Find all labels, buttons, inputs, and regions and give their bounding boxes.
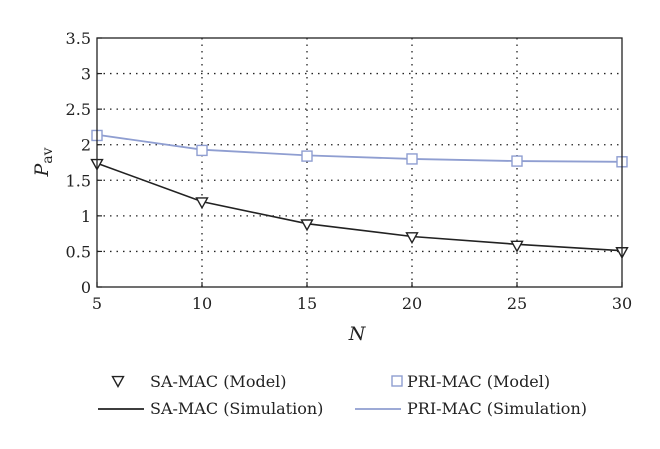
legend-label: PRI-MAC (Model) xyxy=(407,372,550,391)
legend: SA-MAC (Model) PRI-MAC (Model) SA-MAC (Sim… xyxy=(98,372,587,418)
y-axis-label-main: P xyxy=(31,163,53,178)
data-point xyxy=(405,232,419,245)
x-tick-label: 25 xyxy=(507,294,527,313)
legend-symbol xyxy=(111,375,125,388)
x-axis-label: N xyxy=(348,323,367,345)
y-tick-label: 0 xyxy=(81,278,91,297)
legend-label: SA-MAC (Model) xyxy=(150,372,287,391)
legend-symbol xyxy=(391,375,403,387)
data-point xyxy=(300,219,314,232)
y-axis-label-subscript: av xyxy=(40,147,56,163)
x-tick-label: 30 xyxy=(612,294,632,313)
y-tick-label: 3 xyxy=(81,65,91,84)
series-line xyxy=(96,162,623,252)
y-axis-ticks: 0 0.5 1 1.5 2 2.5 3 3.5 xyxy=(66,29,102,297)
data-point xyxy=(510,240,524,253)
legend-label: SA-MAC (Simulation) xyxy=(150,399,323,418)
y-tick-label: 2 xyxy=(81,136,91,155)
y-axis-label: Pav xyxy=(31,147,56,177)
x-axis-ticks: 5 10 15 20 25 30 xyxy=(92,282,632,313)
legend-label: PRI-MAC (Simulation) xyxy=(407,399,587,418)
series-markers xyxy=(90,129,629,260)
x-tick-label: 5 xyxy=(92,294,102,313)
legend-item: SA-MAC (Simulation) xyxy=(98,399,323,418)
legend-item: PRI-MAC (Model) xyxy=(391,372,550,391)
data-point xyxy=(511,155,523,167)
grid xyxy=(97,38,622,287)
y-tick-label: 2.5 xyxy=(66,100,91,119)
y-tick-label: 0.5 xyxy=(66,242,91,261)
legend-item: SA-MAC (Model) xyxy=(111,372,287,391)
x-tick-label: 10 xyxy=(192,294,212,313)
data-point xyxy=(195,197,209,210)
x-tick-label: 15 xyxy=(297,294,317,313)
y-tick-label: 1 xyxy=(81,207,91,226)
data-point xyxy=(301,150,313,162)
y-tick-label: 1.5 xyxy=(66,171,91,190)
plot-frame xyxy=(96,37,623,288)
data-point xyxy=(406,153,418,165)
data-point xyxy=(196,144,208,157)
y-tick-label: 3.5 xyxy=(66,29,91,48)
series-lines xyxy=(96,133,623,252)
series-line xyxy=(96,133,623,163)
x-tick-label: 20 xyxy=(402,294,422,313)
legend-item: PRI-MAC (Simulation) xyxy=(355,399,587,418)
